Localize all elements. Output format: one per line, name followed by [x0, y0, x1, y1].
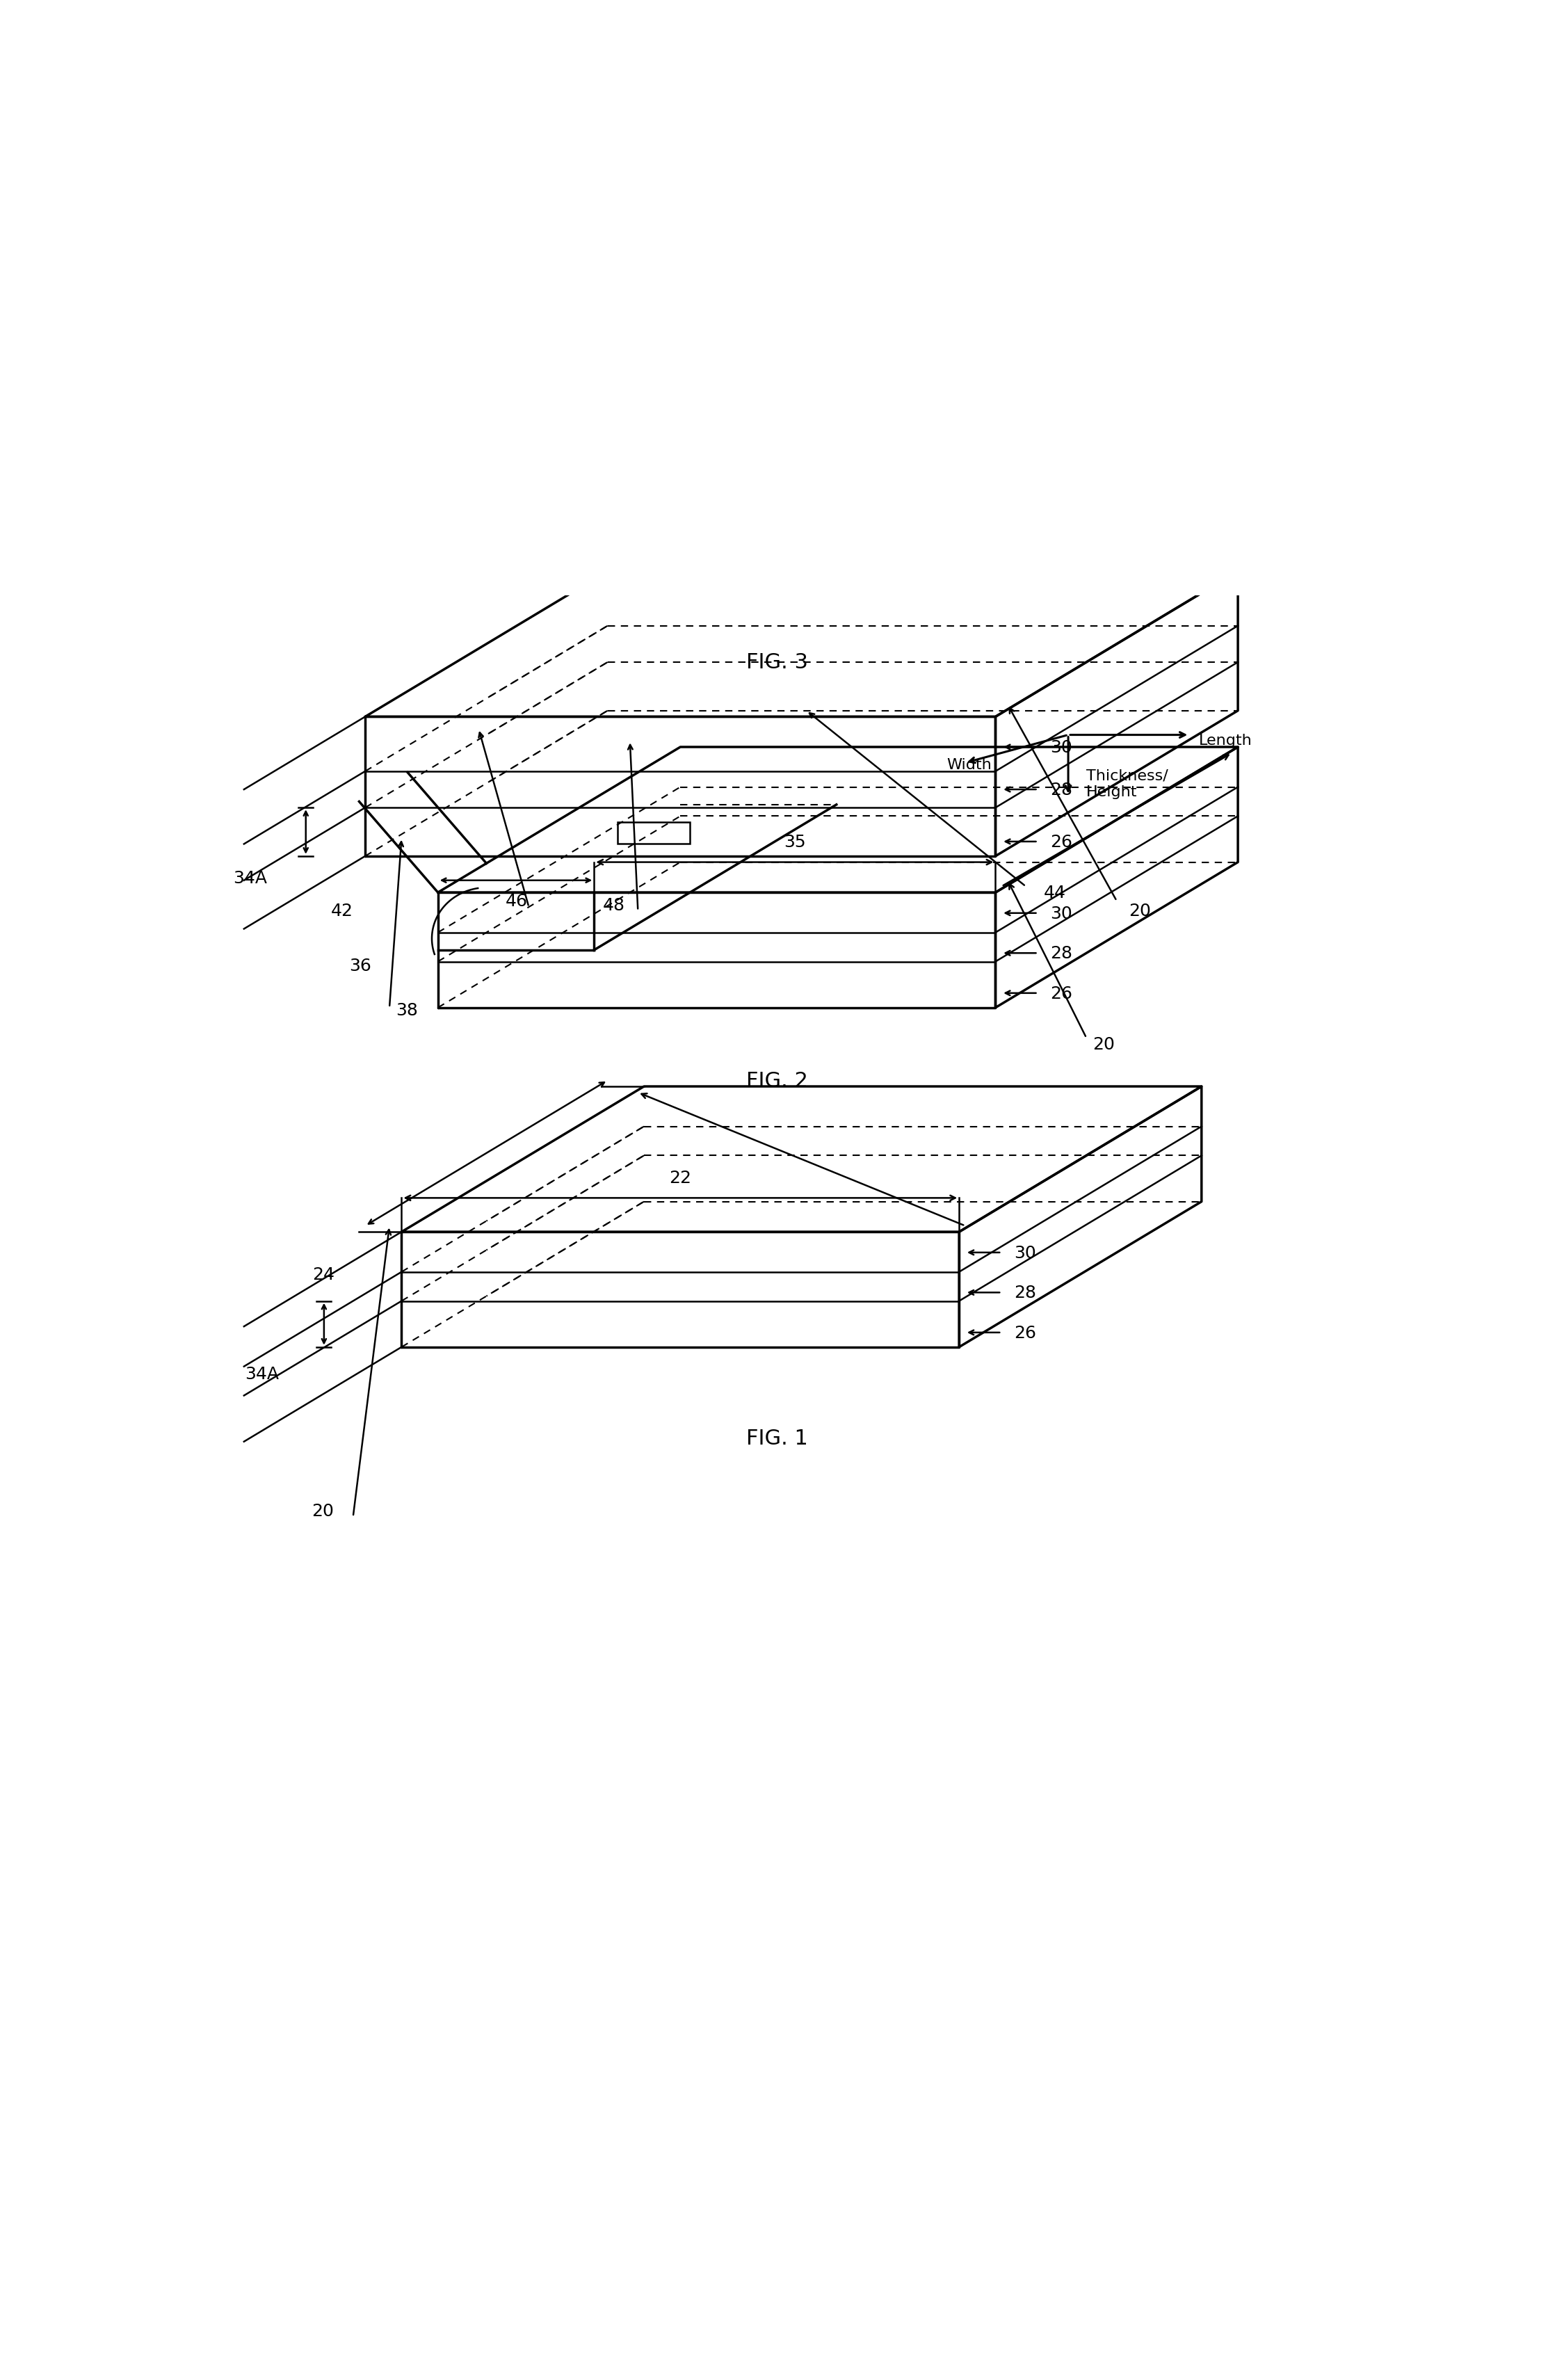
Text: 26: 26 — [1049, 833, 1073, 850]
Text: FIG. 3: FIG. 3 — [746, 652, 809, 674]
Text: 30: 30 — [1013, 1245, 1035, 1261]
Text: FIG. 1: FIG. 1 — [746, 1428, 809, 1449]
Text: 34A: 34A — [233, 871, 267, 888]
Text: 30: 30 — [1049, 904, 1071, 921]
Text: Thickness/
Height: Thickness/ Height — [1087, 769, 1168, 800]
Text: 46: 46 — [505, 892, 527, 909]
Text: 38: 38 — [396, 1002, 418, 1019]
Text: 26: 26 — [1049, 985, 1073, 1002]
Text: 28: 28 — [1013, 1285, 1035, 1302]
Text: 48: 48 — [602, 897, 624, 914]
Text: Width: Width — [946, 757, 992, 771]
Text: 28: 28 — [1049, 781, 1073, 797]
Text: 22: 22 — [669, 1169, 691, 1185]
Text: Length: Length — [1200, 733, 1253, 747]
Text: 42: 42 — [332, 902, 353, 919]
Text: 30: 30 — [1049, 740, 1071, 757]
Text: 20: 20 — [311, 1502, 333, 1518]
Text: 36: 36 — [349, 957, 371, 973]
Text: 20: 20 — [1129, 902, 1151, 919]
Bar — [618, 823, 690, 845]
Text: 28: 28 — [1049, 945, 1073, 962]
Text: FIG. 2: FIG. 2 — [746, 1071, 809, 1090]
Text: 44: 44 — [1045, 885, 1067, 902]
Text: 24: 24 — [313, 1266, 335, 1283]
Text: 26: 26 — [1013, 1323, 1035, 1340]
Text: 20: 20 — [1092, 1035, 1115, 1052]
Text: 35: 35 — [784, 833, 805, 850]
Text: 34A: 34A — [246, 1366, 280, 1383]
